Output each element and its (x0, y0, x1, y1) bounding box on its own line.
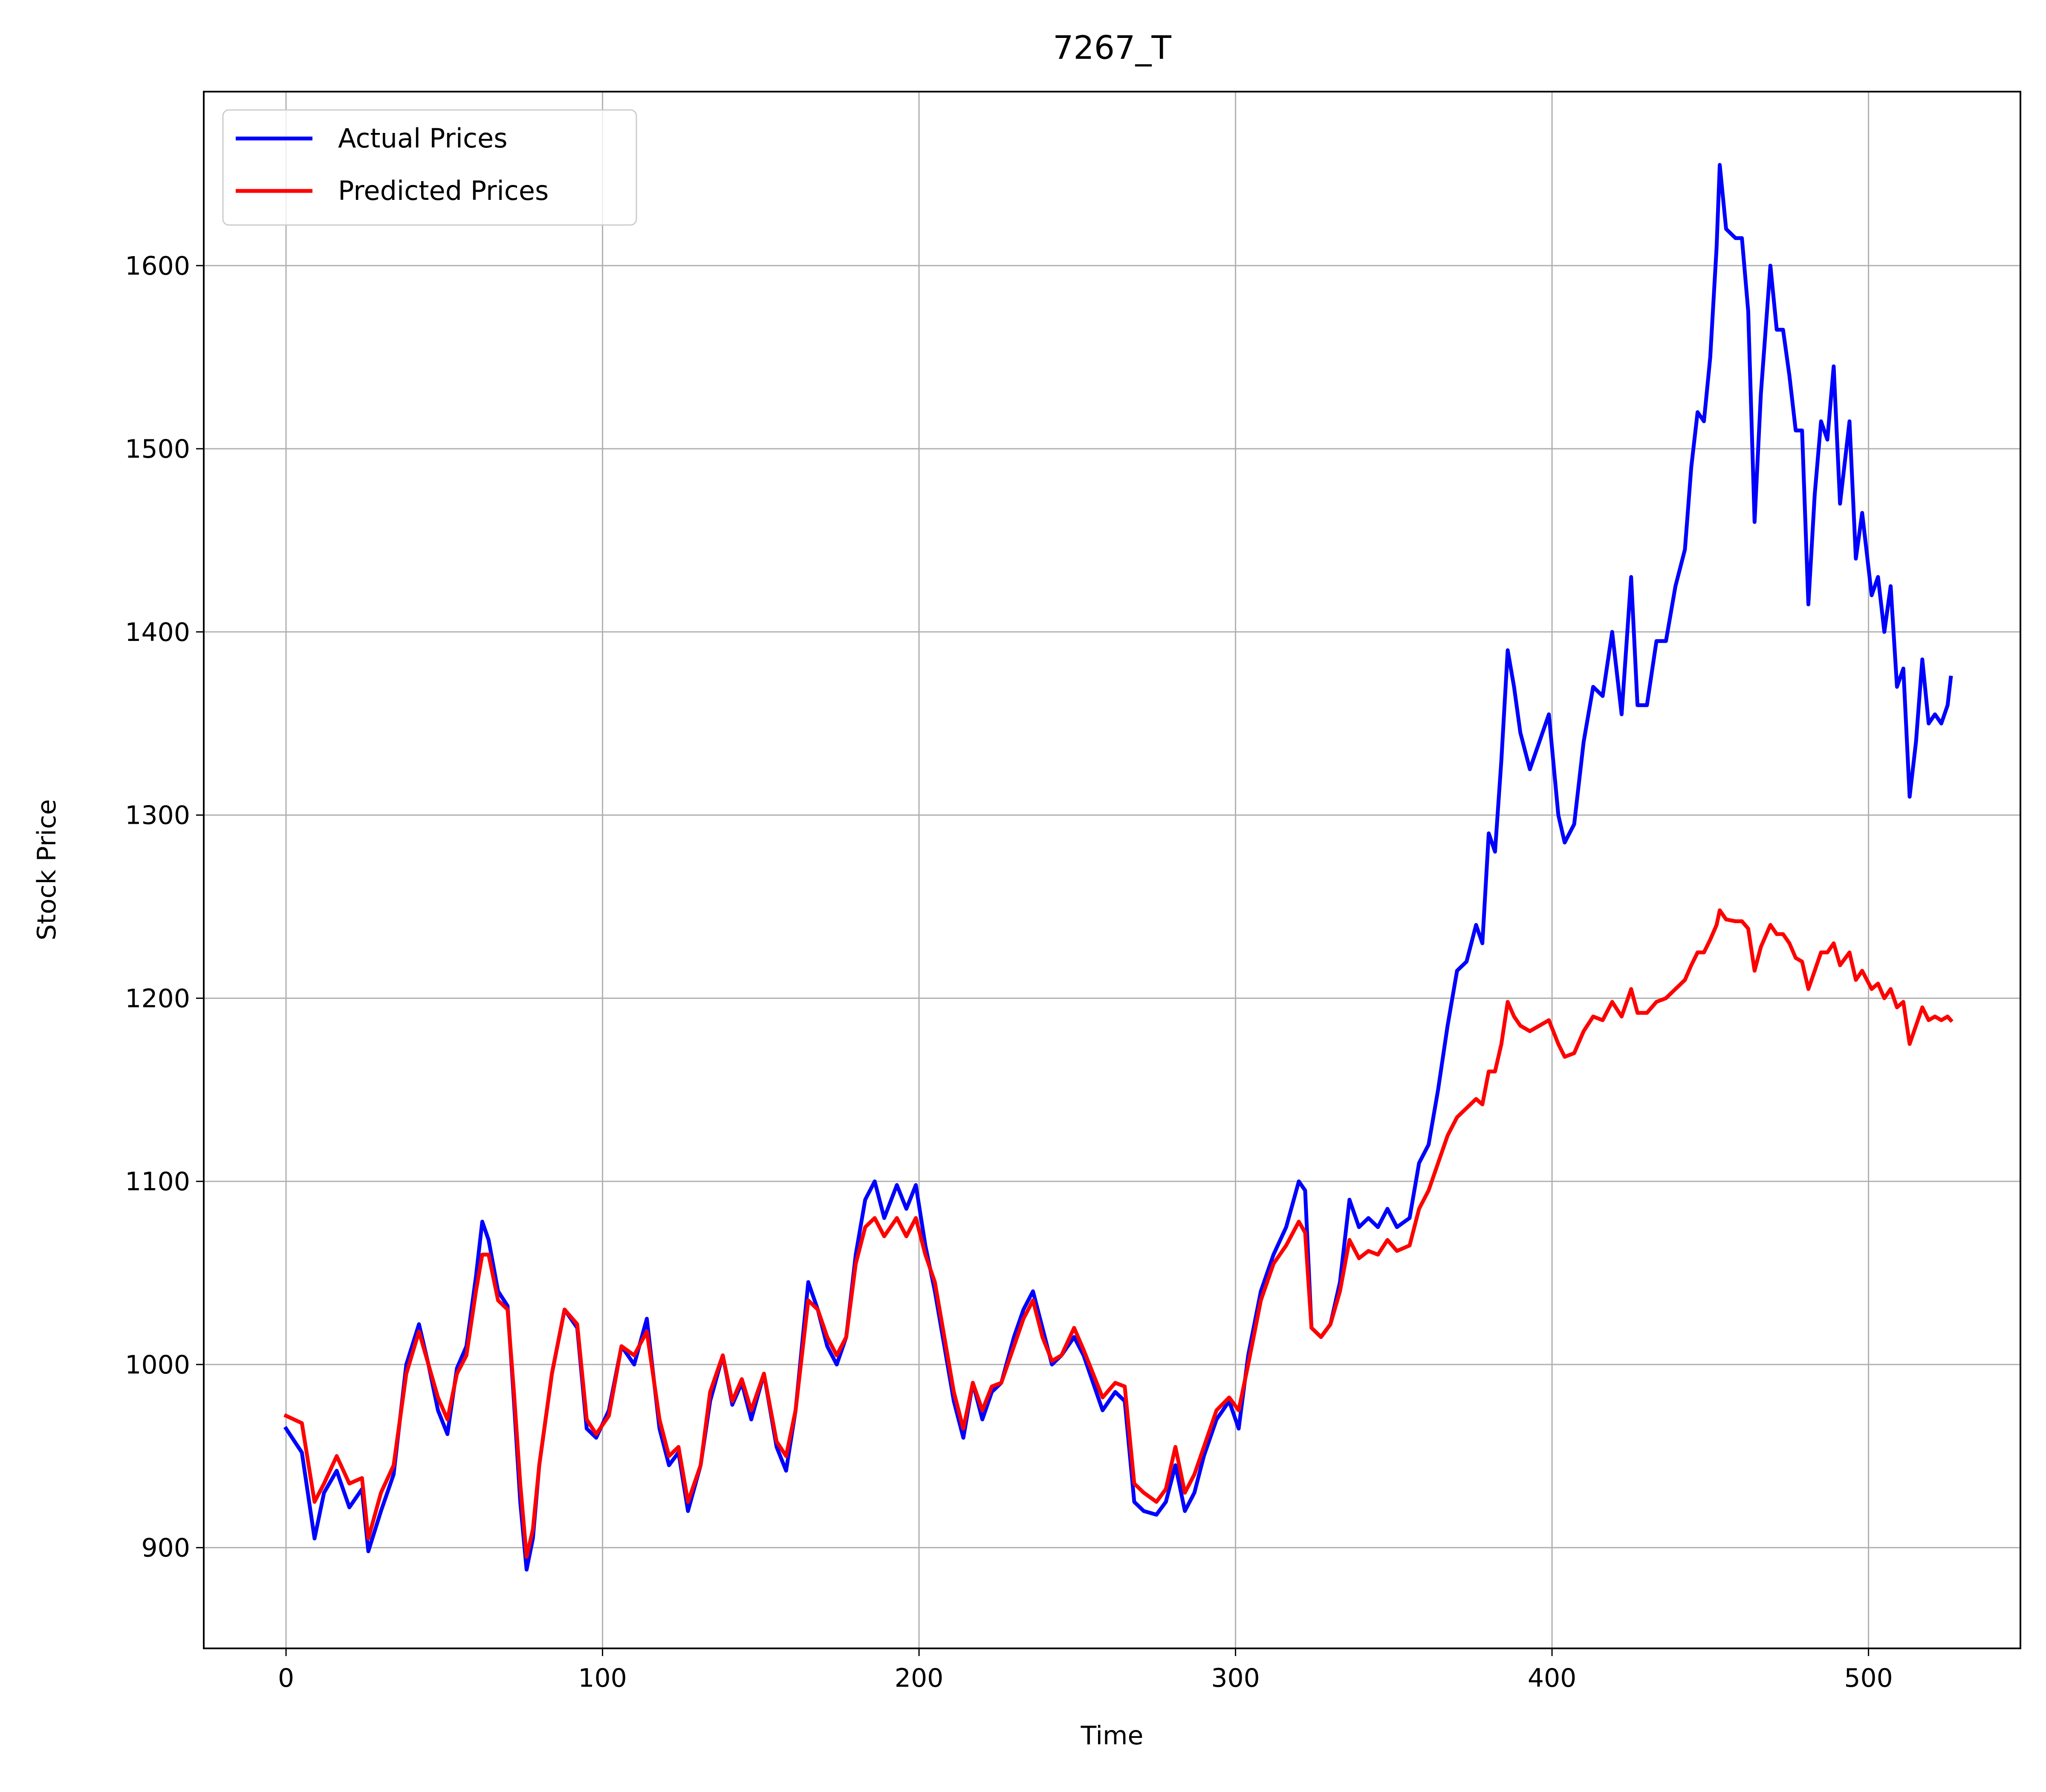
y-axis-label: Stock Price (32, 799, 62, 941)
x-axis-label: Time (1081, 1721, 1144, 1751)
y-tick-label: 1400 (125, 618, 190, 647)
legend-label-actual: Actual Prices (338, 123, 508, 154)
x-tick-label: 300 (1211, 1663, 1260, 1693)
y-tick-label: 1500 (125, 434, 190, 464)
legend: Actual Prices Predicted Prices (222, 109, 637, 226)
x-tick-label: 0 (278, 1663, 294, 1693)
x-tick-label: 500 (1844, 1663, 1893, 1693)
y-tick-label: 1200 (125, 984, 190, 1013)
actual-prices-line (283, 163, 1953, 1572)
x-tick-label: 400 (1528, 1663, 1577, 1693)
y-tick-label: 900 (141, 1533, 190, 1563)
predicted-prices-line (283, 908, 1954, 1559)
grid-lines (204, 92, 2020, 1648)
legend-box (222, 109, 637, 226)
y-tick-label: 1300 (125, 801, 190, 831)
y-tick-label: 1100 (125, 1167, 190, 1197)
series-lines (283, 163, 1954, 1572)
plot-frame (203, 91, 2021, 1649)
y-tick-label: 1600 (125, 251, 190, 281)
x-tick-label: 100 (578, 1663, 627, 1693)
y-tick-label: 1000 (125, 1350, 190, 1380)
axis-ticks: 0 100 200 300 400 500 900 1000 1100 1200 1300 1400 1… (125, 251, 1893, 1693)
x-tick-label: 200 (895, 1663, 944, 1693)
legend-label-predicted: Predicted Prices (338, 175, 549, 206)
chart-title: 7267_T (1053, 29, 1171, 66)
